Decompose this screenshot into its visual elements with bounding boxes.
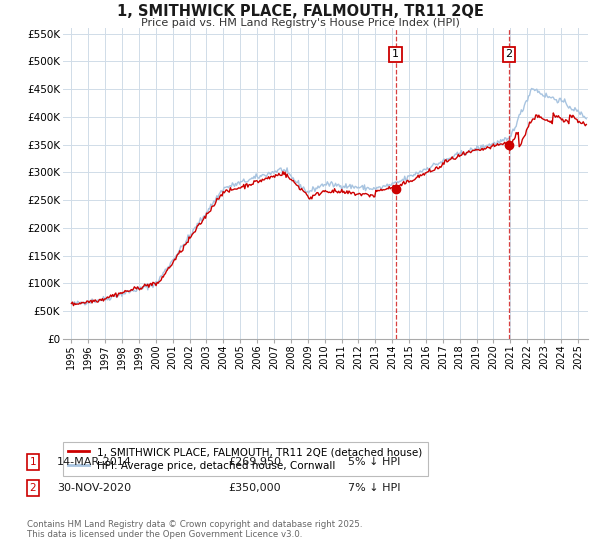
Text: 5% ↓ HPI: 5% ↓ HPI [348,457,400,467]
Text: 2: 2 [29,483,37,493]
Text: 14-MAR-2014: 14-MAR-2014 [57,457,132,467]
Text: Price paid vs. HM Land Registry's House Price Index (HPI): Price paid vs. HM Land Registry's House … [140,18,460,28]
Text: 2: 2 [505,49,512,59]
Text: 1, SMITHWICK PLACE, FALMOUTH, TR11 2QE: 1, SMITHWICK PLACE, FALMOUTH, TR11 2QE [116,4,484,19]
Legend: 1, SMITHWICK PLACE, FALMOUTH, TR11 2QE (detached house), HPI: Average price, det: 1, SMITHWICK PLACE, FALMOUTH, TR11 2QE (… [63,442,428,477]
Text: 1: 1 [29,457,37,467]
Text: 30-NOV-2020: 30-NOV-2020 [57,483,131,493]
Text: 7% ↓ HPI: 7% ↓ HPI [348,483,401,493]
Text: 1: 1 [392,49,399,59]
Text: £269,950: £269,950 [228,457,281,467]
Text: £350,000: £350,000 [228,483,281,493]
Text: Contains HM Land Registry data © Crown copyright and database right 2025.
This d: Contains HM Land Registry data © Crown c… [27,520,362,539]
